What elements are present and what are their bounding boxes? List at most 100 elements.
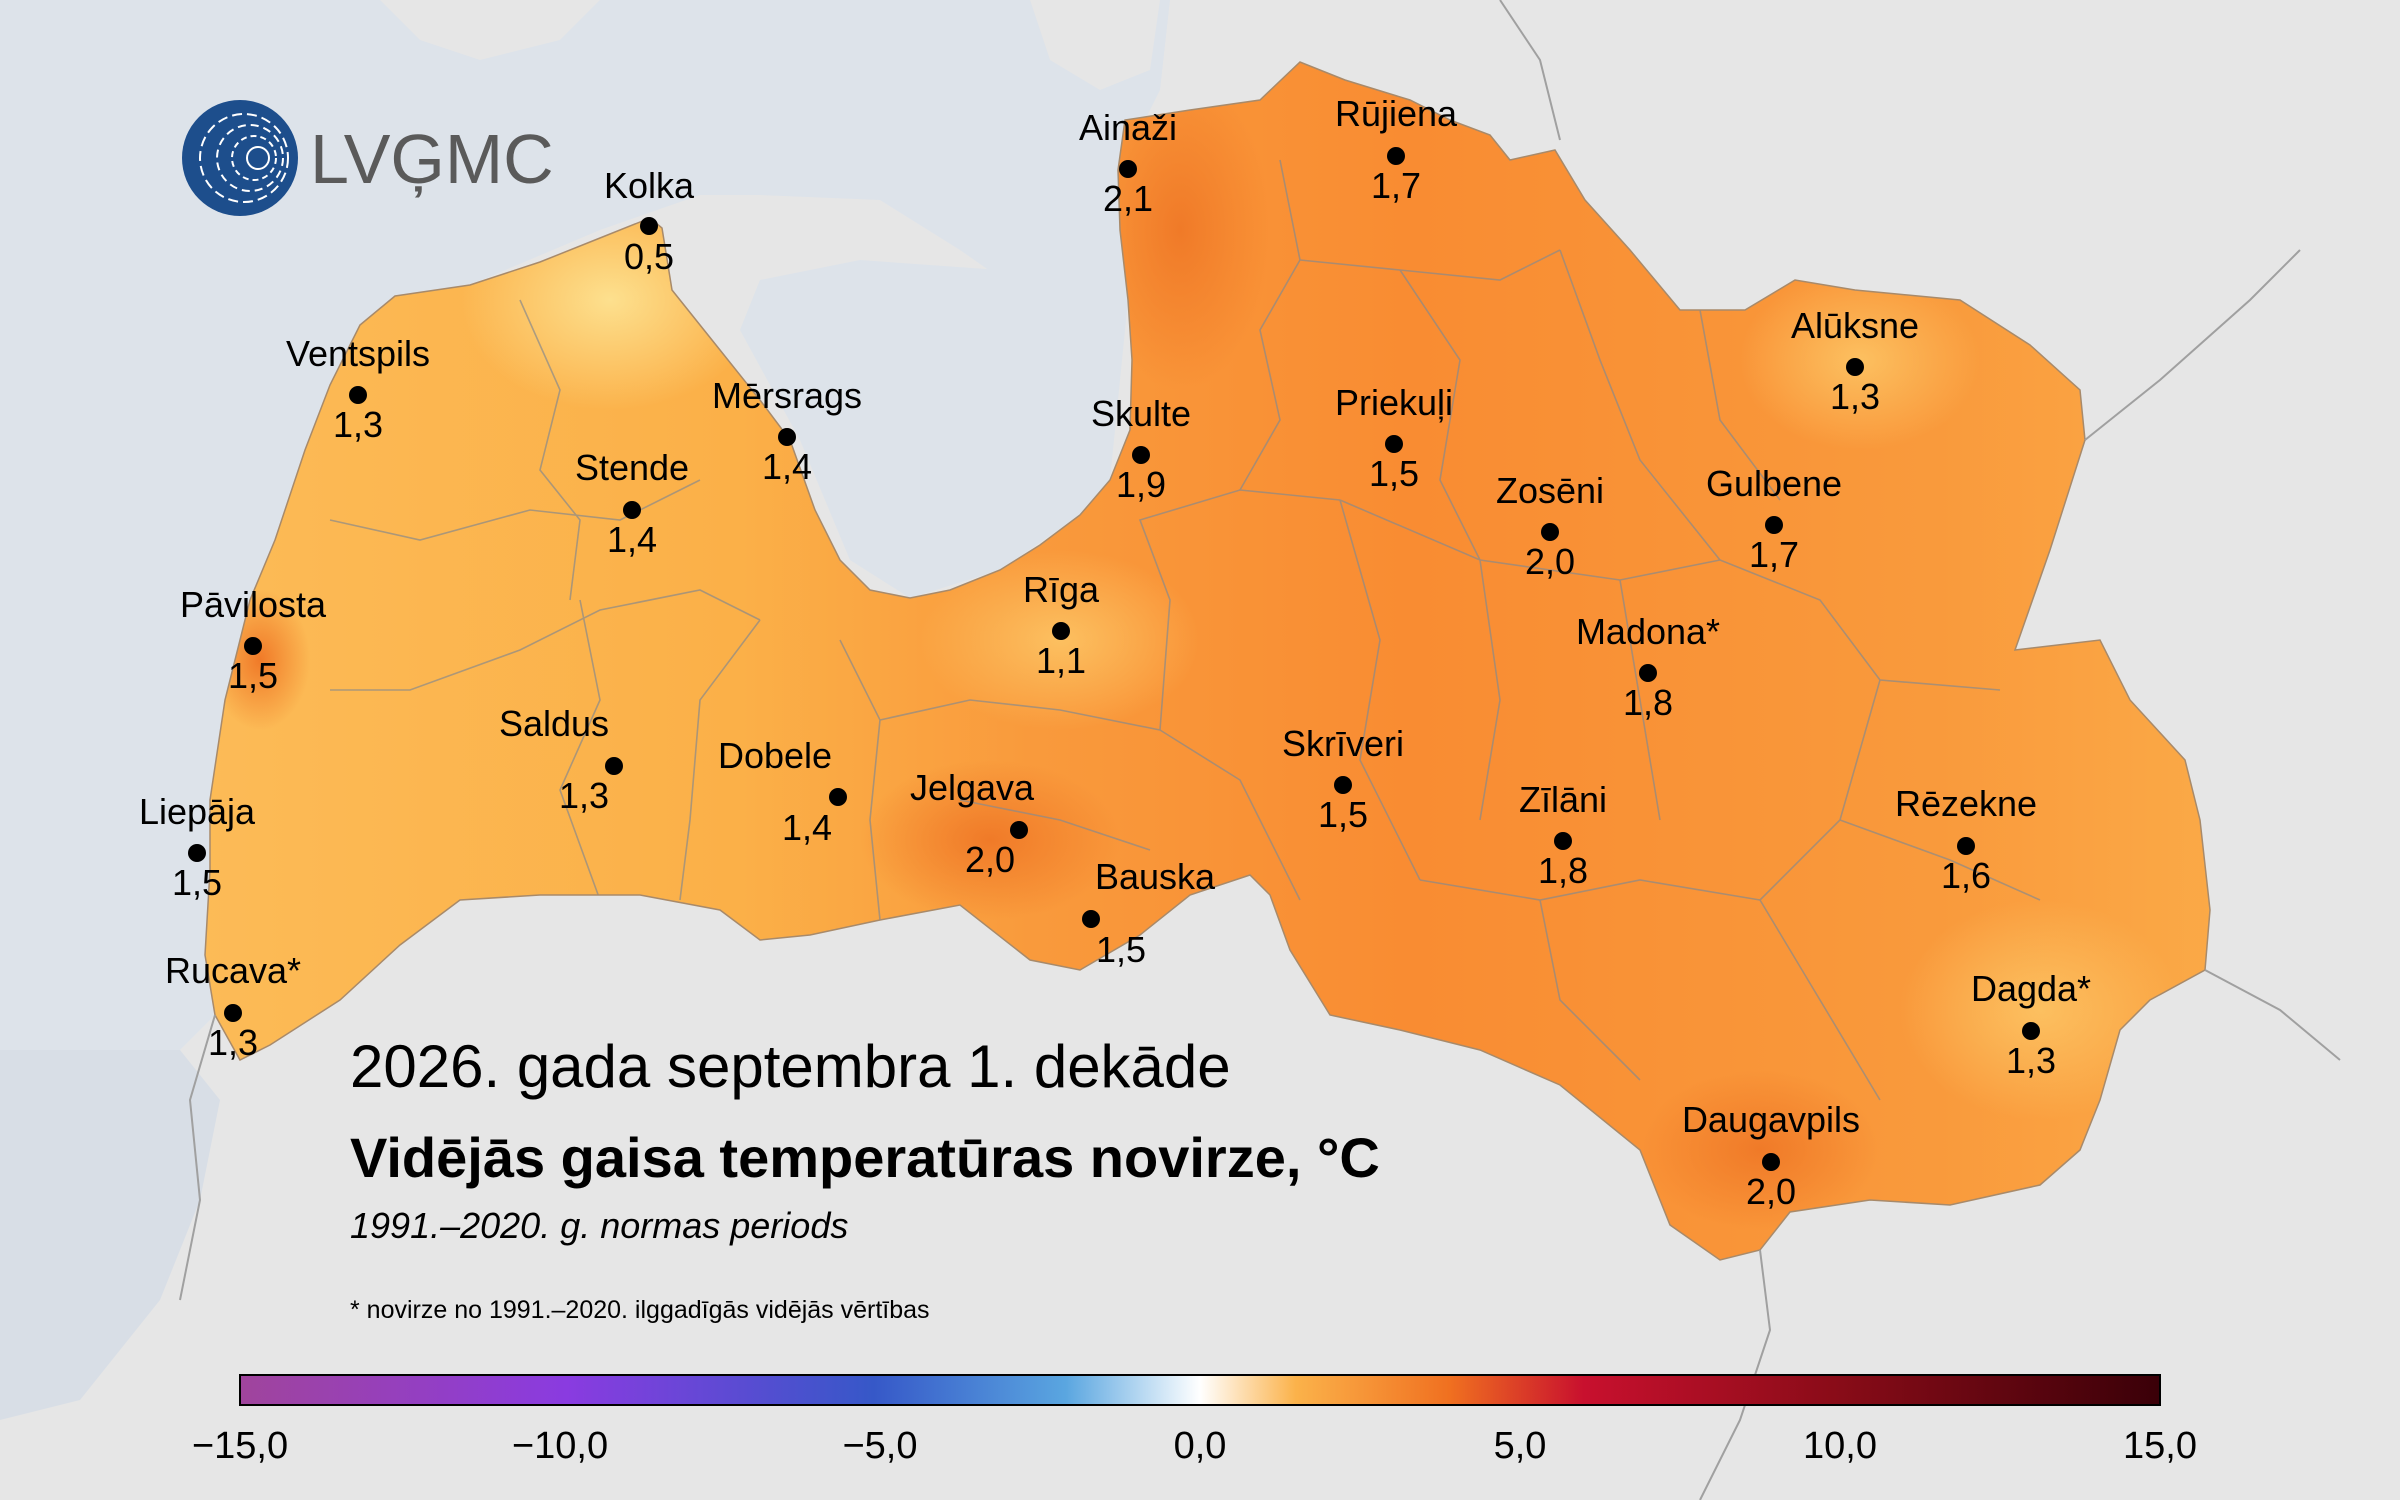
- legend-tick-label: −15,0: [192, 1425, 288, 1467]
- station-madona: Madona* 1,8: [1576, 611, 1720, 723]
- station-value: 2,0: [965, 839, 1015, 880]
- station-marker: [640, 217, 658, 235]
- station-value: 1,8: [1538, 850, 1588, 891]
- station-marker: [1052, 622, 1070, 640]
- station-dagda: Dagda* 1,3: [1971, 968, 2091, 1081]
- station-value: 2,1: [1103, 178, 1153, 219]
- station-mersrags: Mērsrags 1,4: [712, 375, 862, 487]
- baltic-sea: [0, 0, 1170, 1050]
- station-riga: Rīga 1,1: [1023, 569, 1100, 681]
- station-value: 1,8: [1623, 682, 1673, 723]
- station-marker: [1765, 516, 1783, 534]
- station-name: Mērsrags: [712, 375, 862, 416]
- station-name: Rīga: [1023, 569, 1100, 610]
- station-marker: [829, 788, 847, 806]
- station-marker: [224, 1004, 242, 1022]
- station-value: 1,5: [1096, 929, 1146, 970]
- gulf-of-riga: [740, 0, 1160, 598]
- legend-tick-label: −5,0: [842, 1425, 917, 1467]
- station-name: Ainaži: [1079, 107, 1177, 148]
- station-name: Zosēni: [1496, 470, 1604, 511]
- station-value: 2,0: [1746, 1171, 1796, 1212]
- station-value: 0,5: [624, 236, 674, 277]
- station-marker: [1010, 821, 1028, 839]
- station-value: 1,4: [782, 807, 832, 848]
- station-marker: [1385, 435, 1403, 453]
- station-name: Rucava*: [165, 950, 301, 991]
- station-name: Pāvilosta: [180, 584, 327, 625]
- station-name: Rūjiena: [1335, 93, 1458, 134]
- station-name: Daugavpils: [1682, 1099, 1860, 1140]
- latvia-border: [204, 61, 2211, 1261]
- logo-text: LVĢMC: [310, 120, 554, 198]
- color-legend: −15,0 −10,0 −5,0 0,0 5,0 10,0 15,0: [192, 1374, 2197, 1467]
- station-skulte: Skulte 1,9: [1091, 393, 1191, 505]
- station-marker: [623, 501, 641, 519]
- legend-tick-label: 15,0: [2123, 1425, 2197, 1467]
- station-value: 1,5: [228, 655, 278, 696]
- station-marker: [1119, 160, 1137, 178]
- station-name: Skrīveri: [1282, 723, 1404, 764]
- station-value: 1,7: [1749, 534, 1799, 575]
- station-zilani: Zīlāni 1,8: [1519, 779, 1607, 891]
- station-saldus: Saldus 1,3: [499, 703, 623, 816]
- coast-estonia: [1030, 0, 1160, 90]
- map-title: Vidējās gaisa temperatūras novirze, °C: [350, 1126, 1380, 1189]
- station-value: 1,3: [2006, 1040, 2056, 1081]
- station-rezekne: Rēzekne 1,6: [1895, 783, 2037, 896]
- station-gulbene: Gulbene 1,7: [1706, 463, 1842, 575]
- station-value: 1,9: [1116, 464, 1166, 505]
- station-markers: Kolka 0,5 Ventspils 1,3 Mērsrags 1,4 Stende 1,4…: [139, 93, 2091, 1212]
- lvgmc-logo: LVĢMC: [182, 100, 554, 216]
- station-value: 1,3: [559, 775, 609, 816]
- station-value: 1,5: [172, 862, 222, 903]
- station-value: 2,0: [1525, 541, 1575, 582]
- legend-tick-label: 0,0: [1174, 1425, 1227, 1467]
- station-marker: [1082, 910, 1100, 928]
- station-value: 1,7: [1371, 165, 1421, 206]
- station-marker: [1846, 358, 1864, 376]
- normal-period-note: 1991.–2020. g. normas periods: [350, 1205, 849, 1246]
- station-ainazi: Ainaži 2,1: [1079, 107, 1177, 219]
- legend-ticks: −15,0 −10,0 −5,0 0,0 5,0 10,0 15,0: [192, 1425, 2197, 1467]
- station-marker: [1334, 776, 1352, 794]
- station-marker: [244, 637, 262, 655]
- station-value: 1,4: [607, 519, 657, 560]
- station-ventspils: Ventspils 1,3: [286, 333, 430, 445]
- station-name: Rēzekne: [1895, 783, 2037, 824]
- station-rujiena: Rūjiena 1,7: [1335, 93, 1458, 206]
- station-name: Skulte: [1091, 393, 1191, 434]
- date-line: 2026. gada septembra 1. dekāde: [350, 1033, 1231, 1100]
- station-marker: [1957, 837, 1975, 855]
- station-marker: [1132, 446, 1150, 464]
- station-name: Madona*: [1576, 611, 1720, 652]
- station-value: 1,3: [1830, 376, 1880, 417]
- legend-colorbar: [239, 1374, 2161, 1406]
- station-name: Zīlāni: [1519, 779, 1607, 820]
- station-bauska: Bauska 1,5: [1082, 856, 1216, 970]
- station-value: 1,5: [1318, 794, 1368, 835]
- station-value: 1,5: [1369, 453, 1419, 494]
- station-value: 1,3: [208, 1022, 258, 1063]
- station-marker: [1554, 832, 1572, 850]
- station-rucava: Rucava* 1,3: [165, 950, 301, 1063]
- station-marker: [2022, 1022, 2040, 1040]
- station-marker: [1541, 523, 1559, 541]
- station-name: Stende: [575, 447, 689, 488]
- station-name: Alūksne: [1791, 305, 1919, 346]
- station-name: Ventspils: [286, 333, 430, 374]
- station-name: Jelgava: [910, 767, 1035, 808]
- station-name: Kolka: [604, 165, 695, 206]
- station-priekuli: Priekuļi 1,5: [1335, 382, 1453, 494]
- lvgmc-logo-icon: [182, 100, 298, 216]
- station-marker: [349, 386, 367, 404]
- station-marker: [605, 757, 623, 775]
- station-marker: [1639, 664, 1657, 682]
- station-liepaja: Liepāja 1,5: [139, 791, 256, 903]
- station-marker: [188, 844, 206, 862]
- station-name: Dobele: [718, 735, 832, 776]
- station-skriveri: Skrīveri 1,5: [1282, 723, 1404, 835]
- station-name: Saldus: [499, 703, 609, 744]
- station-value: 1,1: [1036, 640, 1086, 681]
